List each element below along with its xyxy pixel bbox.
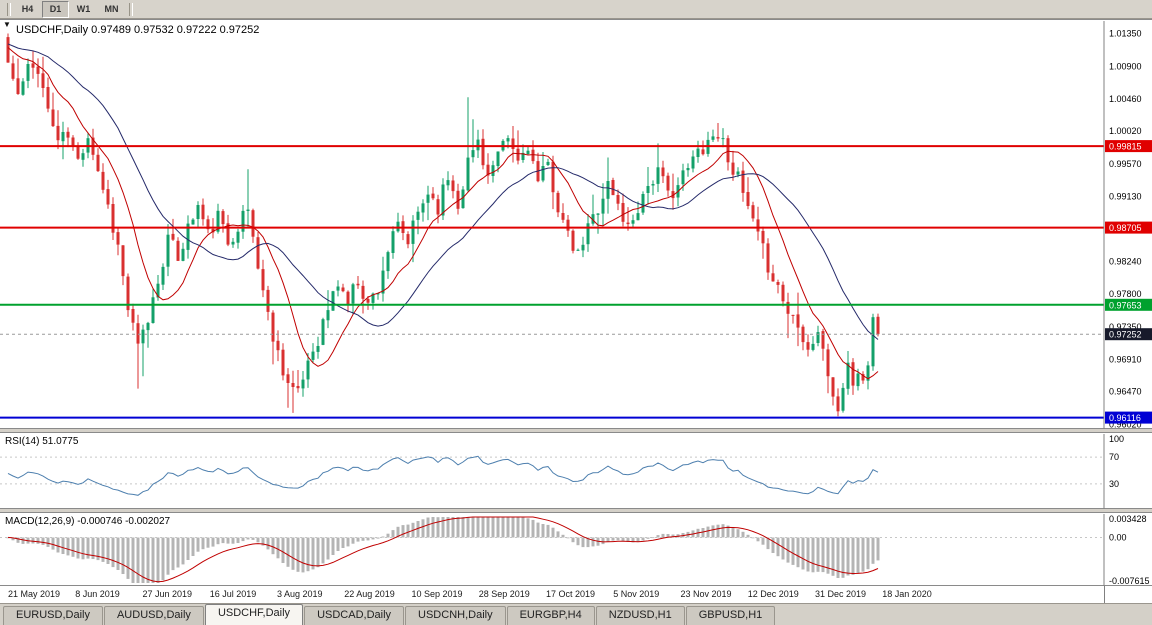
rsi-line: [7, 455, 879, 496]
rsi-tick: 100: [1109, 434, 1124, 444]
price-chart-panel: 1.01350 1.00900 1.00460 1.00020 0.99570 0.991…: [0, 19, 1152, 429]
date-axis: 21 May 2019 8 Jun 2019 27 Jun 2019 16 Jul 2…: [0, 586, 1152, 604]
svg-text:0.96116: 0.96116: [1109, 413, 1141, 423]
toolbar-separator: [129, 2, 133, 16]
price-tick: 0.96020: [1109, 420, 1142, 429]
date-label: 10 Sep 2019: [411, 589, 463, 599]
date-label: 23 Nov 2019: [680, 589, 732, 599]
date-label: 12 Dec 2019: [747, 589, 799, 599]
price-tick: 0.99130: [1109, 191, 1142, 201]
price-level-tag: 0.97653: [1105, 298, 1152, 311]
date-label: 3 Aug 2019: [277, 589, 323, 599]
rsi-indicator-panel: 100 70 30 RSI(14) 51.0775: [0, 432, 1152, 509]
tab-eurgbp-h4[interactable]: EURGBP,H4: [506, 606, 595, 625]
date-label: 5 Nov 2019: [613, 589, 660, 599]
timeframe-button-d1[interactable]: D1: [42, 0, 69, 18]
macd-canvas[interactable]: 0.003428 0.00 -0.007615: [0, 514, 1152, 586]
date-label: 27 Jun 2019: [142, 589, 193, 599]
timeframe-button-mn[interactable]: MN: [104, 3, 119, 14]
timeframe-toolbar: H4 D1 W1 MN: [0, 0, 1152, 19]
rsi-tick: 70: [1109, 452, 1119, 462]
svg-text:0.98705: 0.98705: [1109, 223, 1142, 233]
date-label: 21 May 2019: [8, 589, 61, 599]
tab-usdcad-daily[interactable]: USDCAD,Daily: [304, 606, 405, 625]
symbol-marker-icon: ▼: [3, 20, 11, 29]
ma-fast-line: [7, 47, 879, 380]
main-chart-canvas[interactable]: 1.01350 1.00900 1.00460 1.00020 0.99570 0.991…: [0, 21, 1152, 429]
macd-indicator-panel: 0.003428 0.00 -0.007615 MACD(12,26,9) -0.0…: [0, 512, 1152, 586]
timeframe-button-w1[interactable]: W1: [76, 3, 91, 14]
macd-tick: -0.007615: [1109, 576, 1150, 586]
chart-tab-bar: EURUSD,Daily AUDUSD,Daily USDCHF,Daily USDC…: [0, 604, 1152, 625]
date-label: 16 Jul 2019: [209, 589, 257, 599]
tab-gbpusd-h1[interactable]: GBPUSD,H1: [685, 606, 776, 625]
macd-tick: 0.003428: [1109, 514, 1147, 524]
macd-tick: 0.00: [1109, 533, 1127, 543]
date-label: 8 Jun 2019: [75, 589, 120, 599]
toolbar-separator: [7, 2, 11, 16]
tab-usdcnh-daily[interactable]: USDCNH,Daily: [405, 606, 506, 625]
svg-text:0.99815: 0.99815: [1109, 142, 1142, 152]
date-label: 17 Oct 2019: [546, 589, 596, 599]
price-level-tag: 0.98705: [1105, 221, 1152, 234]
rsi-label: RSI(14) 51.0775: [5, 436, 79, 447]
price-tick: 1.01350: [1109, 29, 1142, 39]
tab-nzdusd-h1[interactable]: NZDUSD,H1: [595, 606, 685, 625]
price-tick: 0.99570: [1109, 159, 1142, 169]
price-level-tag: 0.96116: [1105, 411, 1152, 424]
rsi-svg: 100 70 30: [0, 434, 1124, 509]
date-label: 31 Dec 2019: [815, 589, 867, 599]
price-tick: 1.00020: [1109, 126, 1142, 136]
quote-line: USDCHF,Daily 0.97489 0.97532 0.97222 0.9…: [16, 24, 260, 36]
date-label: 28 Sep 2019: [478, 589, 530, 599]
price-level-tag: 0.99815: [1105, 140, 1152, 153]
ma-slow-line: [7, 43, 879, 340]
timeframe-button-h4[interactable]: H4: [21, 3, 34, 14]
price-tick: 0.97350: [1109, 322, 1142, 332]
macd-label: MACD(12,26,9) -0.000746 -0.002027: [5, 516, 171, 527]
date-label: 18 Jan 2020: [882, 589, 932, 599]
macd-signal-line: [7, 516, 879, 583]
price-tick: 0.96910: [1109, 354, 1142, 364]
price-tick: 0.98240: [1109, 257, 1142, 267]
svg-text:0.97252: 0.97252: [1109, 330, 1142, 340]
tab-audusd-daily[interactable]: AUDUSD,Daily: [103, 606, 204, 625]
rsi-tick: 30: [1109, 479, 1119, 489]
price-tick: 1.00900: [1109, 62, 1142, 72]
price-tick: 0.96470: [1109, 387, 1142, 397]
tab-eurusd-daily[interactable]: EURUSD,Daily: [3, 606, 103, 625]
price-tick: 1.00460: [1109, 94, 1142, 104]
date-label: 22 Aug 2019: [344, 589, 395, 599]
rsi-canvas[interactable]: 100 70 30: [0, 434, 1152, 509]
price-tick: 0.97800: [1109, 289, 1142, 299]
current-price-tag: 0.97252: [1105, 328, 1152, 341]
macd-svg: 0.003428 0.00 -0.007615: [0, 514, 1150, 586]
candles-layer: [6, 33, 880, 417]
svg-text:0.97653: 0.97653: [1109, 300, 1142, 310]
tab-usdchf-daily[interactable]: USDCHF,Daily: [204, 604, 304, 625]
main-chart-svg: 1.01350 1.00900 1.00460 1.00020 0.99570 0.991…: [0, 21, 1152, 429]
